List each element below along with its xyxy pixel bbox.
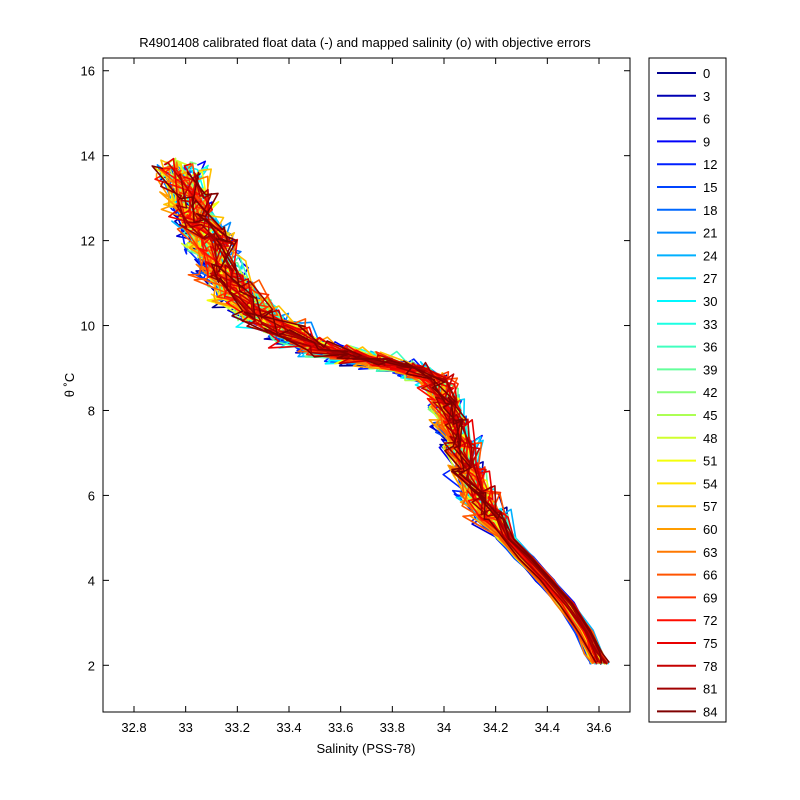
legend-label: 39 xyxy=(703,362,717,377)
legend-label: 36 xyxy=(703,340,717,355)
legend-label: 48 xyxy=(703,431,717,446)
legend-label: 42 xyxy=(703,385,717,400)
legend-label: 9 xyxy=(703,134,710,149)
legend-label: 6 xyxy=(703,112,710,127)
x-tick-label: 34.2 xyxy=(483,720,508,735)
legend-label: 12 xyxy=(703,157,717,172)
legend-label: 3 xyxy=(703,89,710,104)
profile-line-84 xyxy=(151,165,597,664)
profile-line-81 xyxy=(185,174,608,665)
legend-label: 78 xyxy=(703,659,717,674)
y-tick-label: 10 xyxy=(81,319,95,334)
x-axis-label: Salinity (PSS-78) xyxy=(317,741,416,756)
legend-label: 51 xyxy=(703,454,717,469)
y-tick-label: 12 xyxy=(81,234,95,249)
x-axis: 32.8 33 33.2 33.4 33.6 33.8 34 34.2 34.4 34.6 xyxy=(121,58,612,735)
legend-label: 0 xyxy=(703,66,710,81)
legend-label: 24 xyxy=(703,248,717,263)
y-tick-label: 2 xyxy=(88,658,95,673)
legend-label: 81 xyxy=(703,682,717,697)
y-axis: 2 4 6 8 10 12 14 16 xyxy=(81,64,630,673)
x-tick-label: 33 xyxy=(178,720,192,735)
legend-label: 57 xyxy=(703,499,717,514)
y-tick-label: 6 xyxy=(88,488,95,503)
x-tick-label: 34 xyxy=(437,720,451,735)
legend-label: 18 xyxy=(703,203,717,218)
legend-label: 27 xyxy=(703,271,717,286)
x-tick-label: 33.2 xyxy=(225,720,250,735)
y-axis-label: θ ˚C xyxy=(62,373,77,398)
legend-label: 45 xyxy=(703,408,717,423)
profile-line-69 xyxy=(164,166,600,664)
chart-title: R4901408 calibrated float data (-) and m… xyxy=(139,35,591,50)
legend-label: 15 xyxy=(703,180,717,195)
legend-label: 63 xyxy=(703,545,717,560)
legend-label: 66 xyxy=(703,568,717,583)
y-tick-label: 14 xyxy=(81,149,95,164)
profile-lines xyxy=(151,157,610,665)
x-tick-label: 34.6 xyxy=(586,720,611,735)
legend-box xyxy=(648,57,727,723)
x-tick-label: 32.8 xyxy=(121,720,146,735)
legend-label: 21 xyxy=(703,226,717,241)
x-tick-label: 33.8 xyxy=(380,720,405,735)
legend-label: 75 xyxy=(703,636,717,651)
legend-label: 72 xyxy=(703,613,717,628)
x-tick-label: 33.4 xyxy=(276,720,301,735)
plot-area xyxy=(102,57,631,713)
y-tick-label: 16 xyxy=(81,64,95,79)
profile-line-84 xyxy=(191,171,610,664)
legend-label: 60 xyxy=(703,522,717,537)
legend-label: 30 xyxy=(703,294,717,309)
legend-label: 84 xyxy=(703,704,717,719)
legend: 0369121518212427303336394245485154576063… xyxy=(657,66,717,719)
legend-label: 69 xyxy=(703,590,717,605)
y-tick-label: 8 xyxy=(88,403,95,418)
y-tick-label: 4 xyxy=(88,573,95,588)
legend-label: 54 xyxy=(703,476,717,491)
legend-label: 33 xyxy=(703,317,717,332)
x-tick-label: 34.4 xyxy=(535,720,560,735)
x-tick-label: 33.6 xyxy=(328,720,353,735)
